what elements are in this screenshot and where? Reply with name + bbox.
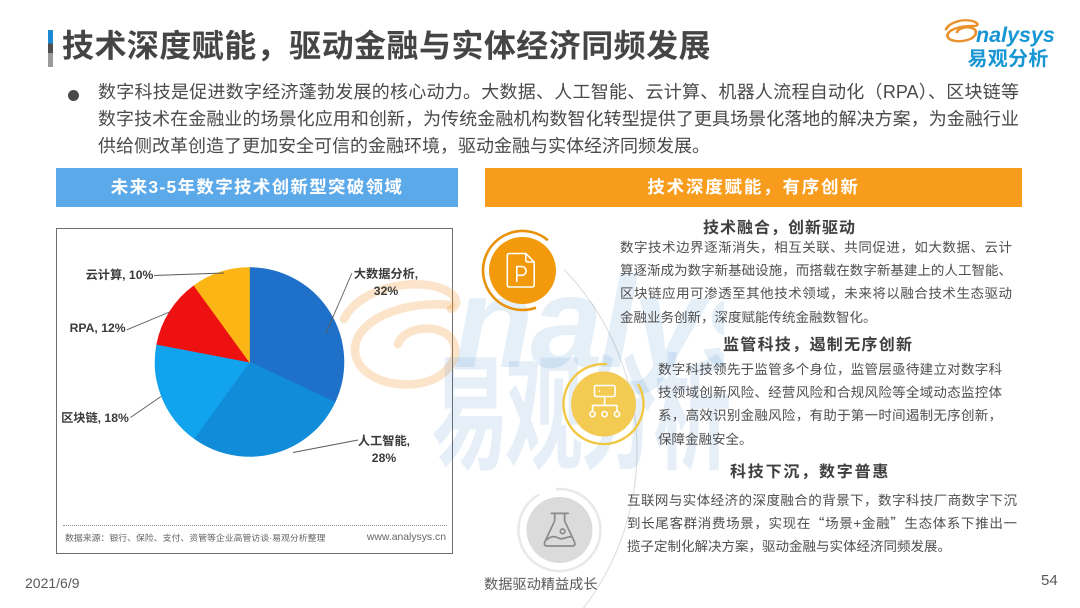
svg-text:nalysys: nalysys bbox=[976, 23, 1055, 47]
svg-text:易观分析: 易观分析 bbox=[968, 43, 1049, 72]
